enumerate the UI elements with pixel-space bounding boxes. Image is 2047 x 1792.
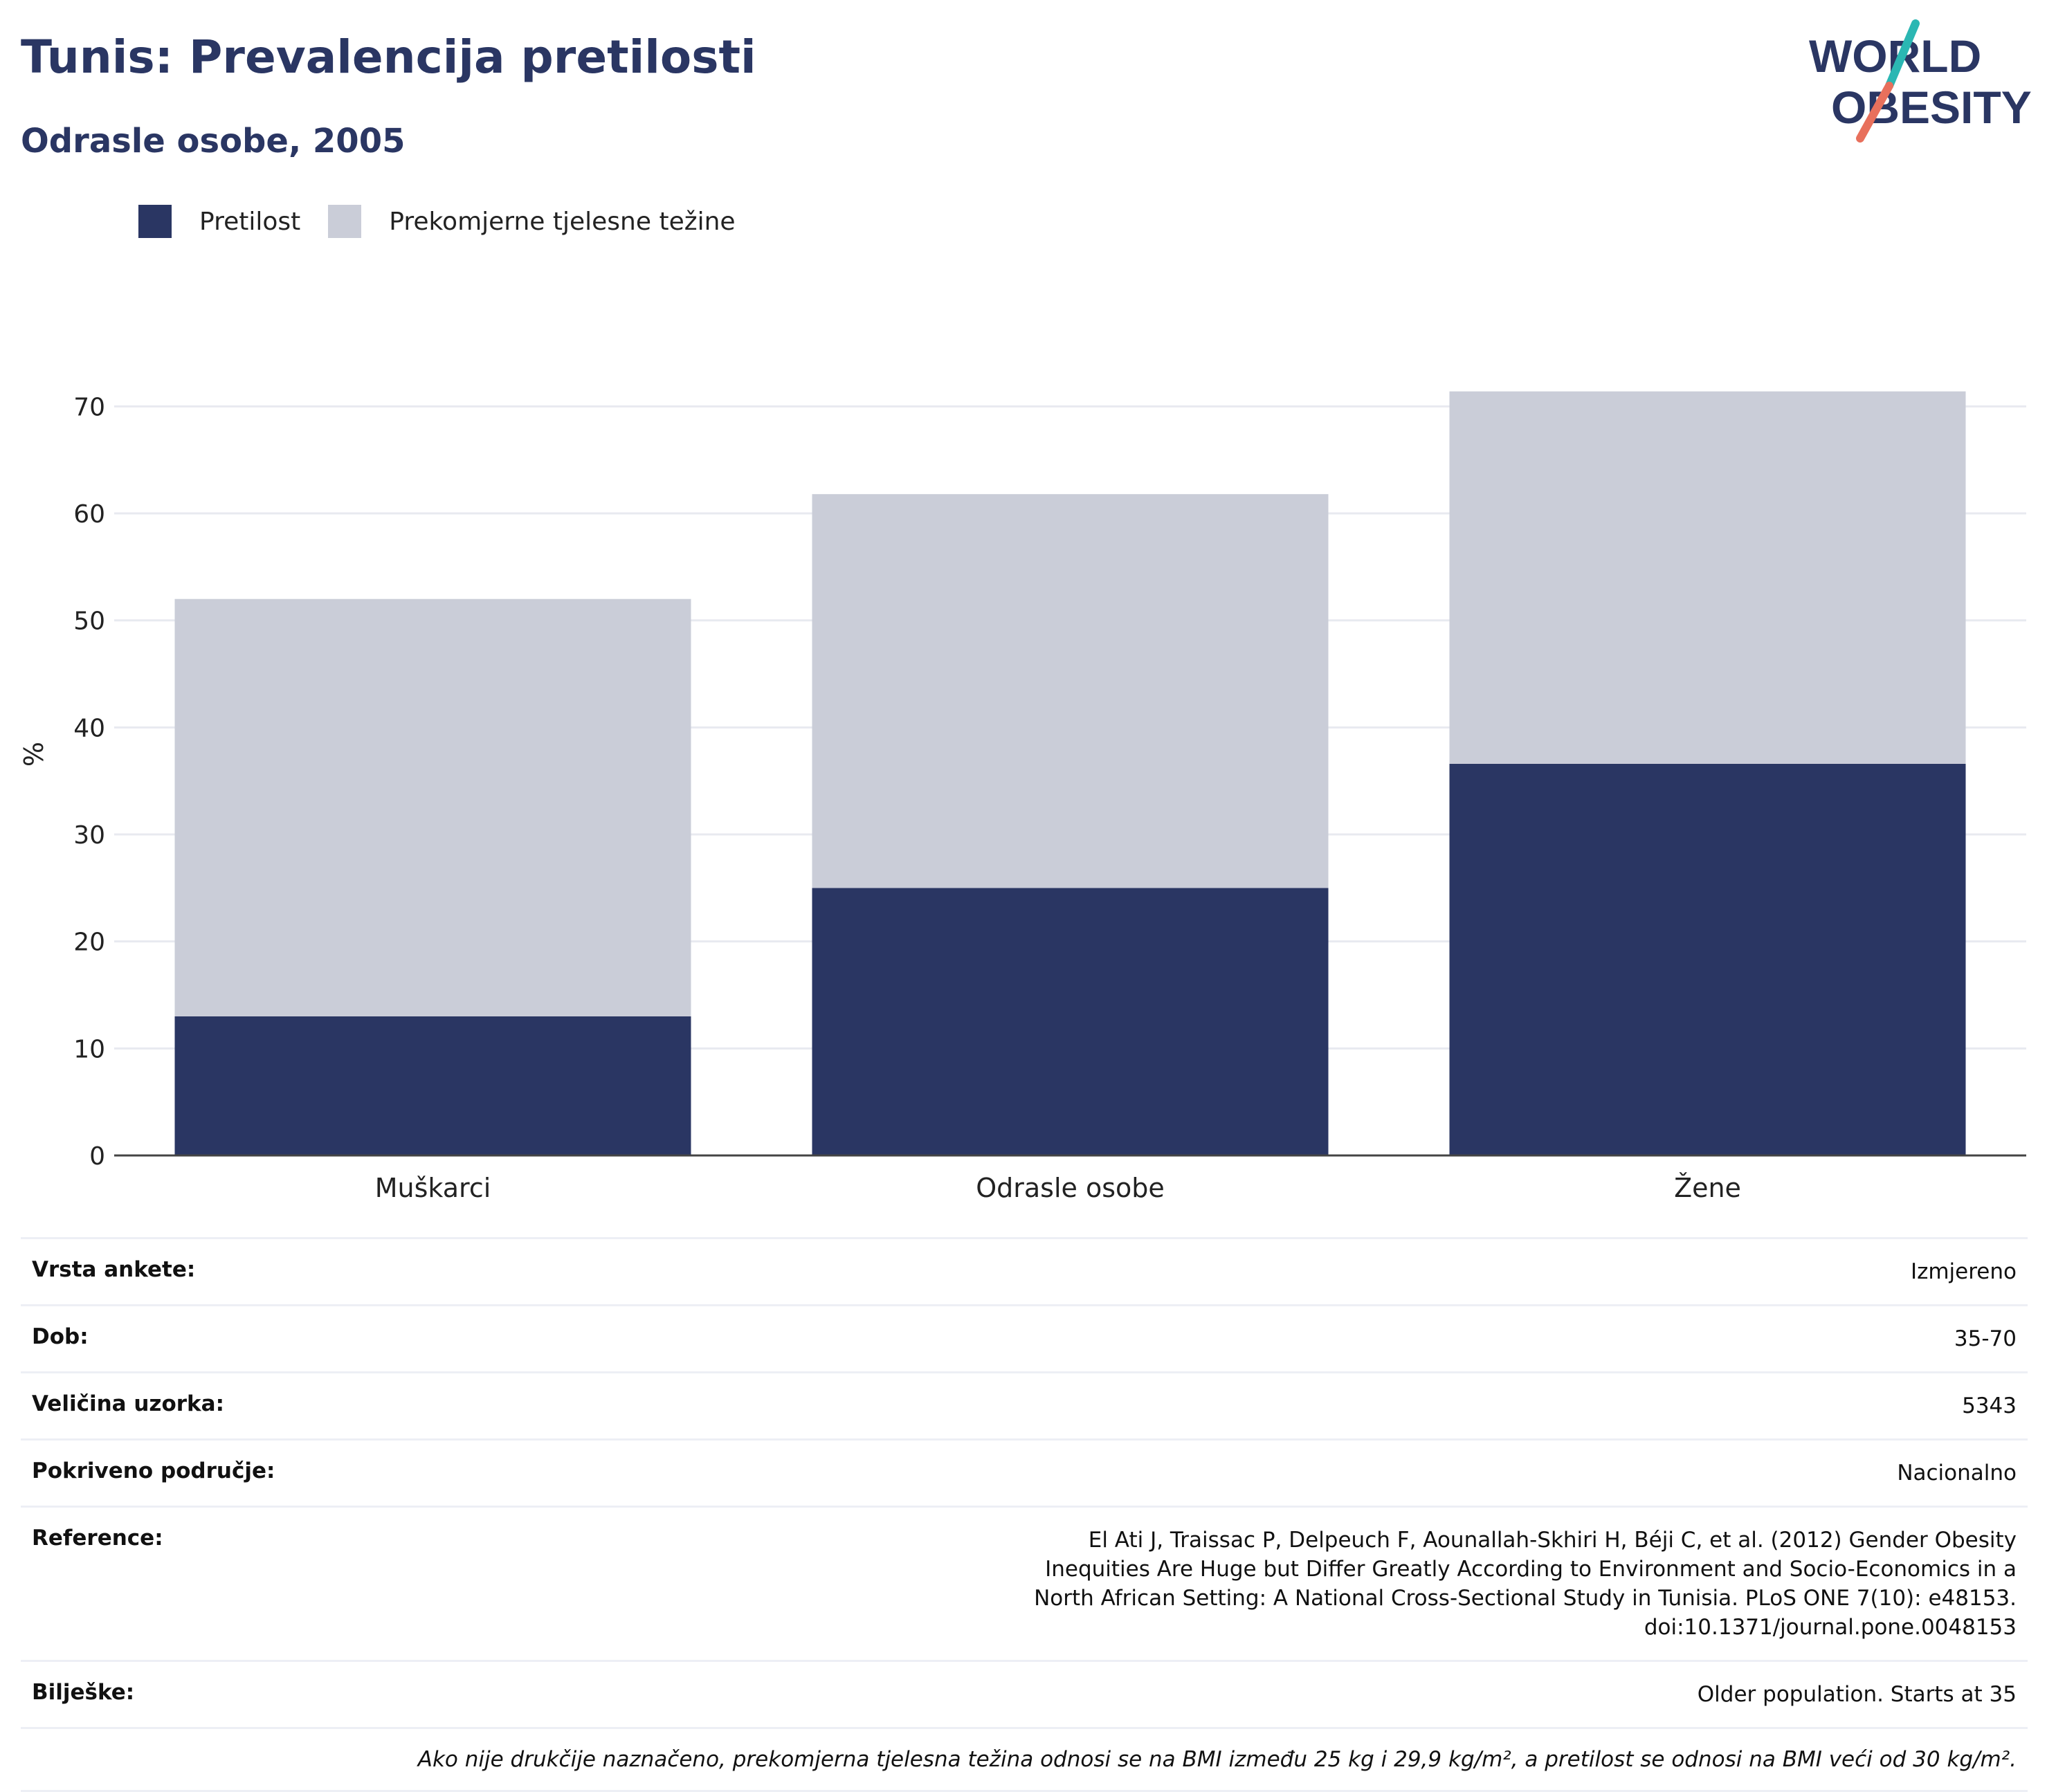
meta-value-reference: El Ati J, Traissac P, Delpeuch F, Aounal…: [527, 1506, 2028, 1661]
bar-obesity[interactable]: [174, 1016, 691, 1155]
footnote: Ako nije drukčije naznačeno, prekomjerna…: [21, 1727, 2028, 1792]
table-row: Veličina uzorka: 5343: [21, 1371, 2028, 1440]
meta-key-coverage: Pokriveno područje:: [21, 1438, 527, 1507]
x-tick-label: Muškarci: [375, 1173, 491, 1203]
y-tick-label: 10: [73, 1035, 105, 1063]
table-row: Bilješke: Older population. Starts at 35: [21, 1660, 2028, 1728]
meta-value-survey-type: Izmjereno: [527, 1237, 2028, 1306]
chart-subtitle: Odrasle osobe, 2005: [21, 122, 406, 161]
x-tick-label: Odrasle osobe: [976, 1173, 1165, 1203]
meta-key-survey-type: Vrsta ankete:: [21, 1237, 527, 1306]
y-tick-label: 0: [89, 1142, 105, 1171]
y-tick-label: 70: [73, 393, 105, 421]
y-tick-label: 30: [73, 821, 105, 850]
table-row: Ako nije drukčije naznačeno, prekomjerna…: [21, 1727, 2028, 1792]
meta-key-sample-size: Veličina uzorka:: [21, 1371, 527, 1440]
stacked-bar-chart: 0 10 20 30 40 50 60 70% Muškarci Odrasle osobe Žen…: [19, 391, 2026, 1203]
logo-slash-teal: [1885, 19, 1920, 90]
legend-swatch-overweight: [328, 205, 362, 238]
bar-obesity[interactable]: [1449, 763, 1966, 1155]
bar-overweight[interactable]: [1449, 391, 1966, 764]
legend-item-obesity[interactable]: Pretilost: [138, 205, 300, 238]
meta-value-coverage: Nacionalno: [527, 1438, 2028, 1507]
meta-key-age: Dob:: [21, 1304, 527, 1373]
meta-value-age: 35-70: [527, 1304, 2028, 1373]
y-axis-label: %: [19, 742, 49, 767]
logo-slash-coral: [1856, 82, 1893, 143]
y-tick-label: 60: [73, 500, 105, 529]
survey-info-table: Vrsta ankete: Izmjereno Dob: 35-70 Velič…: [21, 1237, 2028, 1792]
x-tick-label: Žene: [1674, 1173, 1741, 1203]
legend-item-overweight[interactable]: Prekomjerne tjelesne težine: [328, 205, 736, 238]
world-obesity-logo: WORLD OBESITY: [1809, 19, 2032, 143]
table-row: Reference: El Ati J, Traissac P, Delpeuc…: [21, 1506, 2028, 1661]
meta-key-reference: Reference:: [21, 1506, 527, 1661]
legend-label-overweight: Prekomjerne tjelesne težine: [389, 207, 736, 236]
bar-overweight[interactable]: [174, 598, 691, 1016]
table-row: Pokriveno područje: Nacionalno: [21, 1438, 2028, 1507]
bar-obesity[interactable]: [812, 888, 1329, 1155]
chart-legend: Pretilost Prekomjerne tjelesne težine: [138, 205, 763, 238]
table-row: Vrsta ankete: Izmjereno: [21, 1237, 2028, 1306]
chart-title: Tunis: Prevalencija pretilosti: [21, 30, 756, 84]
meta-value-sample-size: 5343: [527, 1371, 2028, 1440]
table-row: Dob: 35-70: [21, 1304, 2028, 1373]
meta-value-notes: Older population. Starts at 35: [527, 1660, 2028, 1728]
y-tick-label: 50: [73, 607, 105, 636]
y-tick-label: 40: [73, 714, 105, 742]
legend-swatch-obesity: [138, 205, 172, 238]
bar-overweight[interactable]: [812, 494, 1329, 888]
y-tick-label: 20: [73, 929, 105, 957]
legend-label-obesity: Pretilost: [199, 207, 301, 236]
meta-key-notes: Bilješke:: [21, 1660, 527, 1728]
logo-word-obesity: OBESITY: [1831, 82, 2032, 133]
